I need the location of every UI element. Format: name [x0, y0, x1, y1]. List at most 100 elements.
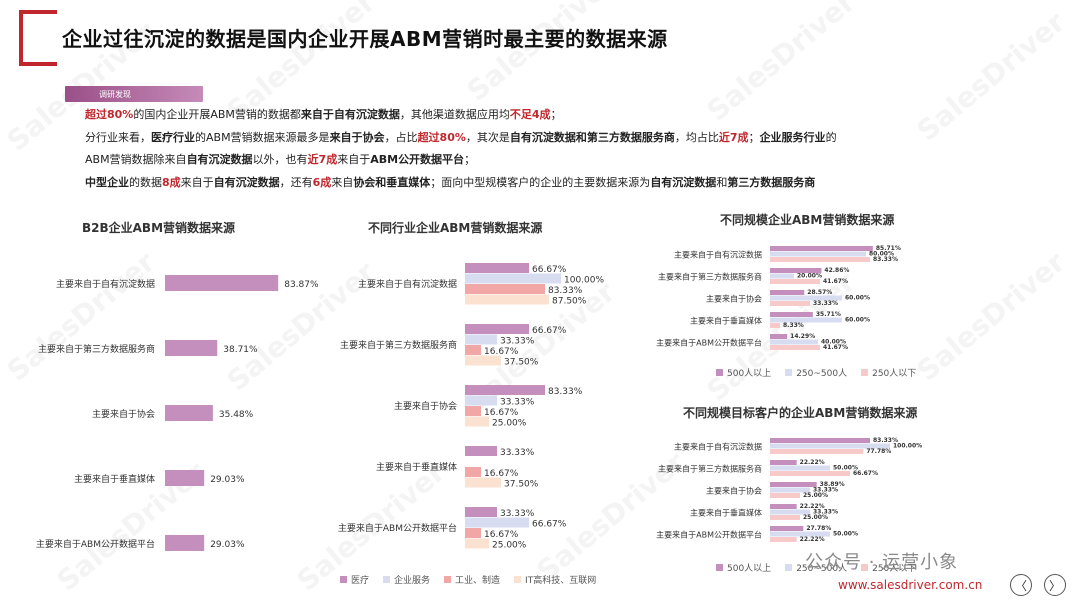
data-label: 27.78% — [806, 525, 831, 532]
finding-text: ；面向中型规模客户的企业的主要数据来源为 — [430, 175, 651, 189]
legend-item: 医疗 — [340, 573, 369, 586]
legend-swatch — [716, 369, 723, 376]
bar — [465, 294, 549, 305]
findings-text: 超过80%的国内企业开展ABM营销的数据都来自于自有沉淀数据，其他渠道数据应用均… — [85, 104, 1045, 194]
data-label: 28.57% — [807, 289, 832, 296]
data-label: 80.00% — [869, 251, 894, 258]
finding-text: 分行业来看， — [85, 130, 151, 144]
data-label: 60.00% — [845, 295, 870, 302]
footer-url[interactable]: www.salesdriver.com.cn — [838, 578, 983, 592]
legend-item: 500人以上 — [716, 561, 771, 574]
bar — [770, 509, 810, 515]
legend-industry: 医疗 企业服务 工业、制造 IT高科技、互联网 — [340, 573, 596, 586]
legend-swatch — [861, 369, 869, 376]
highlight-text: 自有沉淀数据和第三方数据服务商 — [509, 130, 675, 144]
bar — [465, 345, 482, 355]
chart-size: 主要来自于自有沉淀数据 85.71%80.00%83.33% 主要来自于第三方数据服… — [656, 245, 901, 351]
bar — [465, 528, 482, 538]
chevron-left-icon[interactable]: 〈 — [1010, 574, 1032, 596]
data-label: 29.03% — [210, 475, 245, 485]
category-label: 主要来自于ABM公开数据平台 — [656, 337, 762, 347]
data-label: 40.00% — [821, 339, 846, 346]
bar — [165, 275, 279, 291]
data-label: 38.71% — [223, 345, 258, 355]
category-label: 主要来自于自有沉淀数据 — [674, 249, 762, 259]
chart-industry: 主要来自于自有沉淀数据66.67%100.00%83.33%87.50%主要来自… — [338, 263, 604, 551]
data-label: 14.29% — [790, 333, 815, 340]
bar — [770, 345, 821, 350]
legend-swatch — [514, 576, 522, 583]
legend-swatch — [716, 564, 723, 571]
legend-swatch — [383, 576, 391, 583]
legend-swatch — [785, 564, 793, 571]
bar — [165, 340, 218, 356]
legend-label: 医疗 — [351, 576, 370, 586]
finding-text: 的国内企业开展ABM营销的数据都 — [133, 108, 301, 121]
data-label: 38.89% — [820, 481, 845, 488]
chart-title-size: 不同规模企业ABM营销数据来源 — [720, 213, 895, 227]
bar — [770, 290, 805, 295]
finding-text: 来自于 — [180, 175, 214, 189]
data-label: 37.50% — [504, 480, 539, 490]
chevron-right-icon[interactable]: 〉 — [1044, 574, 1066, 596]
finding-text: 的ABM营销数据来源最多是 — [195, 130, 330, 144]
bar — [465, 273, 561, 284]
highlight-text: 协会和垂直媒体 — [353, 175, 431, 189]
data-label: 66.67% — [853, 470, 878, 477]
category-label: 主要来自于协会 — [92, 408, 155, 420]
legend-label: 250~500人 — [796, 564, 848, 574]
bar — [465, 446, 497, 456]
legend-label: 企业服务 — [394, 576, 431, 586]
bar — [465, 416, 489, 427]
highlight-text: 自有沉淀数据 — [186, 153, 253, 166]
data-label: 33.33% — [500, 448, 535, 458]
data-label: 41.67% — [823, 278, 848, 285]
finding-text: ； — [748, 130, 760, 144]
legend-item: 250~500人 — [785, 561, 847, 574]
findings-badge: 调研发现 — [65, 86, 203, 102]
data-label: 29.03% — [210, 540, 245, 550]
finding-text: 和 — [716, 175, 728, 189]
legend-label: 工业、制造 — [455, 576, 501, 586]
category-label: 主要来自于垂直媒体 — [690, 507, 762, 517]
bar — [770, 295, 842, 301]
category-label: 主要来自于自有沉淀数据 — [358, 278, 457, 290]
category-label: 主要来自于ABM公开数据平台 — [656, 529, 762, 539]
legend-swatch — [785, 369, 793, 376]
data-label: 33.33% — [500, 509, 535, 519]
bar — [770, 487, 810, 493]
highlight-text: 自有沉淀数据 — [650, 175, 717, 189]
highlight-number: 近7成 — [307, 153, 338, 166]
bar — [465, 395, 497, 406]
bar — [465, 284, 545, 294]
highlight-number: 超过80% — [417, 130, 466, 144]
page-title: 企业过往沉淀的数据是国内企业开展ABM营销时最主要的数据来源 — [62, 27, 668, 51]
legend-item: 企业服务 — [383, 573, 430, 586]
data-label: 22.22% — [800, 503, 825, 510]
finding-text: 以外，也有 — [252, 153, 308, 166]
data-label: 33.33% — [813, 509, 838, 516]
data-label: 60.00% — [845, 317, 870, 324]
title-bracket — [19, 10, 57, 66]
data-label: 20.00% — [797, 273, 822, 280]
category-label: 主要来自于第三方数据服务商 — [38, 343, 155, 355]
category-label: 主要来自于第三方数据服务商 — [340, 339, 457, 351]
chart-title-overall: B2B企业ABM营销数据来源 — [82, 221, 236, 235]
chart-title-industry: 不同行业企业ABM营销数据来源 — [368, 221, 543, 235]
bar — [770, 438, 870, 443]
bar — [165, 535, 205, 551]
category-label: 主要来自于垂直媒体 — [74, 473, 155, 485]
category-label: 主要来自于第三方数据服务商 — [658, 271, 762, 281]
highlight-text: 企业服务行业 — [759, 130, 826, 144]
highlight-text: 来自于协会 — [329, 130, 385, 144]
finding-text: ； — [464, 153, 476, 166]
bar — [770, 449, 864, 454]
data-label: 100.00% — [564, 276, 604, 286]
bar — [770, 493, 800, 498]
legend-label: 250人以下 — [872, 369, 917, 379]
category-label: 主要来自于协会 — [706, 485, 762, 495]
legend-item: 250人以下 — [861, 561, 916, 574]
data-label: 35.48% — [219, 410, 254, 420]
legend-label: 250人以下 — [872, 564, 917, 574]
legend-item: 250~500人 — [785, 366, 847, 379]
